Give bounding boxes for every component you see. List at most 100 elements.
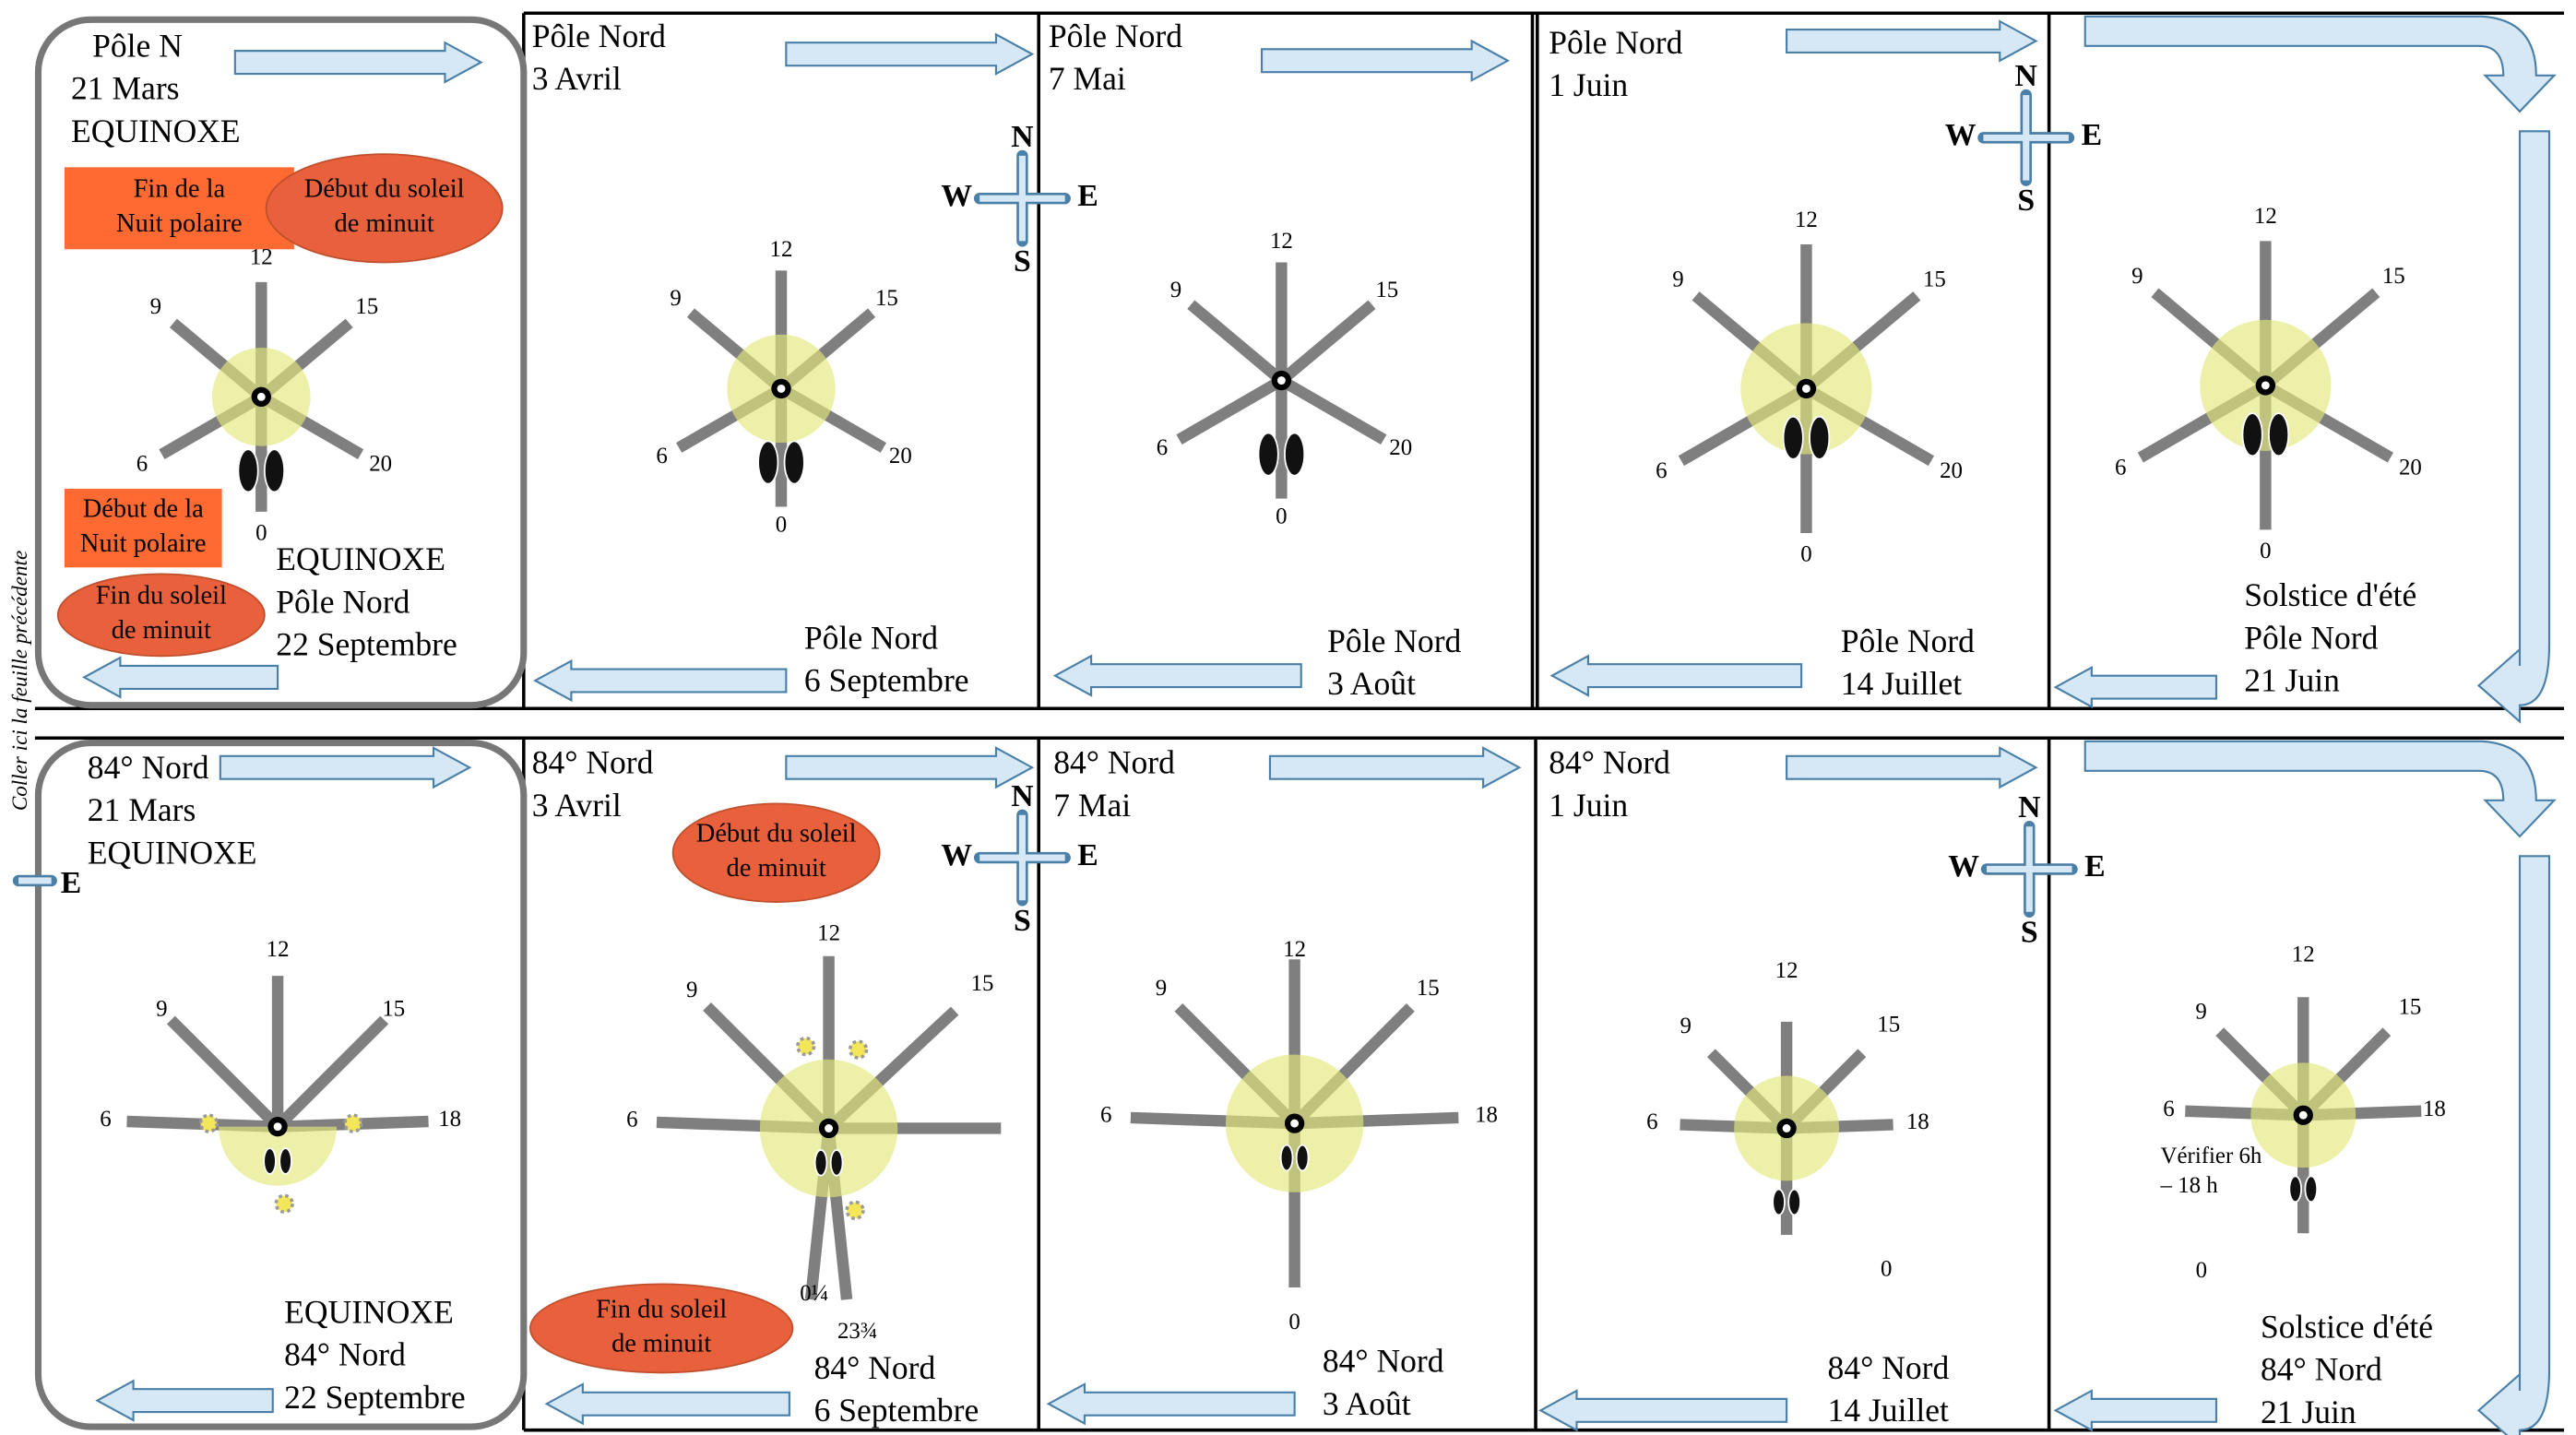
footprint xyxy=(1297,1145,1309,1171)
compass-letter: N xyxy=(2015,59,2037,93)
panel-footer: 22 Septembre xyxy=(284,1379,465,1416)
compass-letter: W xyxy=(941,179,972,213)
tag-oval xyxy=(267,154,503,262)
footprint xyxy=(238,449,257,492)
footprint xyxy=(2269,413,2288,456)
arrow xyxy=(2085,17,2555,112)
panel-title: 1 Juin xyxy=(1549,787,1628,824)
arrow xyxy=(1540,1391,1787,1430)
compass-letter: E xyxy=(2084,849,2106,884)
hour-label: 6 xyxy=(2115,455,2126,480)
hour-label: 9 xyxy=(686,978,697,1002)
hour-label: 12 xyxy=(770,237,793,262)
panel-footer: 22 Septembre xyxy=(276,626,457,663)
compass-letter: S xyxy=(1014,244,1031,279)
small-sun xyxy=(276,1195,292,1212)
panel-title: Pôle N xyxy=(92,28,183,65)
hour-label: 0 xyxy=(776,513,787,538)
panel-footer: Pôle Nord xyxy=(1841,623,1975,659)
dial-spoke xyxy=(278,1020,385,1127)
arrow xyxy=(2056,1391,2216,1430)
dial-center-dot xyxy=(257,393,266,401)
panel-footer: Pôle Nord xyxy=(1327,623,1461,659)
hour-label: 9 xyxy=(2195,999,2206,1024)
footprint xyxy=(1281,1145,1293,1171)
panel-footer: 84° Nord xyxy=(1323,1343,1444,1380)
panel-footer: 84° Nord xyxy=(814,1349,936,1386)
hour-label: 6 xyxy=(1157,435,1168,460)
compass-letter: N xyxy=(1011,779,1033,813)
panel-title: Pôle Nord xyxy=(532,18,666,54)
panel-title: 84° Nord xyxy=(532,744,654,781)
arrow xyxy=(1270,748,1519,788)
hour-label: 12 xyxy=(2292,942,2315,967)
tag-text: Début du soleil xyxy=(304,175,465,204)
dial-center-dot xyxy=(778,385,786,393)
compass-letter: W xyxy=(1945,118,1977,152)
tag-text: de minuit xyxy=(335,209,434,238)
footprint xyxy=(264,1148,276,1174)
arrow xyxy=(1787,748,2036,788)
arrow xyxy=(1787,21,2036,61)
hour-label: 6 xyxy=(626,1108,637,1133)
hour-label: 6 xyxy=(137,452,148,477)
hour-label: 9 xyxy=(2131,264,2143,289)
tag-text: Nuit polaire xyxy=(116,209,243,238)
panel-footer: 21 Juin xyxy=(2261,1393,2356,1430)
arrow xyxy=(2085,741,2555,836)
panel-title: 1 Juin xyxy=(1549,66,1628,103)
panel-title: 3 Avril xyxy=(532,787,622,824)
hour-label: 12 xyxy=(1270,229,1293,254)
footprint xyxy=(831,1150,843,1176)
hour-label: 12 xyxy=(1795,208,1818,232)
note: – 18 h xyxy=(2160,1173,2219,1198)
compass-letter: S xyxy=(2021,915,2038,949)
footprint xyxy=(1788,1190,1800,1216)
footprint xyxy=(815,1150,827,1176)
hour-label: 12 xyxy=(2254,204,2277,229)
panel-footer: Pôle Nord xyxy=(276,583,410,620)
dial-center-dot xyxy=(1290,1120,1299,1128)
hour-label: 20 xyxy=(1389,435,1412,460)
hour-label: 15 xyxy=(355,294,378,319)
compass-letter: E xyxy=(2082,118,2103,152)
hour-label: 6 xyxy=(2163,1097,2174,1121)
dial-center-dot xyxy=(1783,1124,1791,1133)
hour-label: 15 xyxy=(1923,267,1946,292)
panel-footer: 3 Août xyxy=(1323,1385,1411,1422)
hour-label: 6 xyxy=(1100,1103,1111,1128)
hour-label: 15 xyxy=(1375,278,1398,302)
small-sun xyxy=(200,1115,217,1132)
panel-footer: Solstice d'été xyxy=(2261,1308,2433,1345)
arrow xyxy=(235,42,481,82)
panel-footer: 21 Juin xyxy=(2244,662,2340,699)
footprint xyxy=(1773,1190,1785,1216)
hour-label: 12 xyxy=(817,920,840,945)
arrow xyxy=(2056,668,2216,707)
hour-label: 12 xyxy=(1775,958,1798,983)
arrow xyxy=(535,661,786,701)
tag-text: de minuit xyxy=(727,854,826,883)
panel-footer: 84° Nord xyxy=(2261,1351,2382,1388)
panel-footer: Pôle Nord xyxy=(804,619,938,656)
arrow xyxy=(1552,656,1801,695)
panel-footer: 3 Août xyxy=(1327,665,1416,702)
tag-text: Fin du soleil xyxy=(96,582,227,611)
tag-text: Début de la xyxy=(83,494,204,523)
panel-footer: 14 Juillet xyxy=(1841,665,1962,702)
panel-footer: 84° Nord xyxy=(1828,1349,1950,1386)
hour-label: 12 xyxy=(250,245,273,270)
hour-label: 6 xyxy=(1656,458,1667,483)
footprint xyxy=(1810,417,1829,459)
hour-label: 15 xyxy=(2382,264,2405,289)
arrow xyxy=(786,748,1032,788)
panel-title: 21 Mars xyxy=(71,70,179,107)
side-note: Coller ici la feuille précédente xyxy=(7,551,31,811)
hour-label: 9 xyxy=(150,294,161,319)
hour-label: 15 xyxy=(2399,994,2422,1019)
footprint xyxy=(758,441,778,483)
dial-center-dot xyxy=(1802,385,1810,393)
small-sun xyxy=(345,1115,362,1132)
hour-label: 0 xyxy=(2196,1258,2207,1283)
arrow xyxy=(786,34,1032,74)
